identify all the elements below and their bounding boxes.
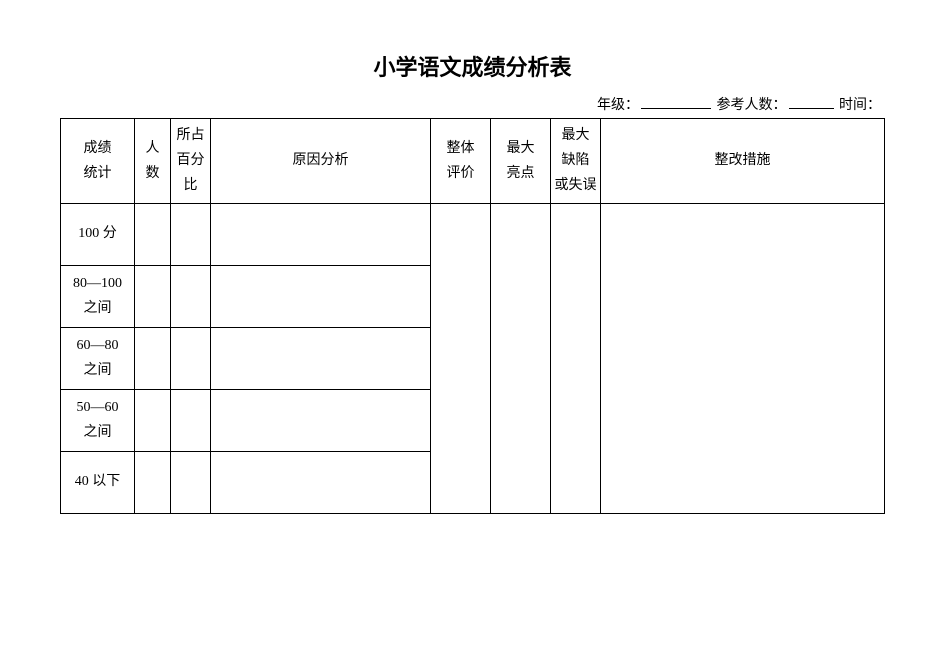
- cell-percent: [171, 327, 211, 389]
- cell-count: [135, 265, 171, 327]
- document-container: 小学语文成绩分析表 年级： 参考人数： 时间： 成绩统计 人数 所占百分比 原因…: [0, 0, 945, 554]
- row-label: 80—100之间: [61, 265, 135, 327]
- cell-reason: [211, 265, 431, 327]
- cell-count: [135, 451, 171, 513]
- table-header-row: 成绩统计 人数 所占百分比 原因分析 整体评价 最大亮点 最大缺陷或失误 整改措…: [61, 119, 885, 204]
- header-action: 整改措施: [601, 119, 885, 204]
- header-reason: 原因分析: [211, 119, 431, 204]
- cell-percent: [171, 265, 211, 327]
- row-label: 40 以下: [61, 451, 135, 513]
- grade-blank: [641, 95, 711, 109]
- cell-percent: [171, 203, 211, 265]
- subheader-row: 年级： 参考人数： 时间：: [60, 94, 885, 114]
- row-label: 60—80之间: [61, 327, 135, 389]
- cell-count: [135, 327, 171, 389]
- table-row: 100 分: [61, 203, 885, 265]
- cell-action: [601, 203, 885, 513]
- header-score-stat: 成绩统计: [61, 119, 135, 204]
- attendees-label: 参考人数：: [717, 98, 787, 113]
- cell-percent: [171, 451, 211, 513]
- grade-label: 年级：: [597, 98, 639, 113]
- cell-overall: [431, 203, 491, 513]
- header-overall: 整体评价: [431, 119, 491, 204]
- cell-percent: [171, 389, 211, 451]
- attendees-blank: [789, 95, 834, 109]
- document-title: 小学语文成绩分析表: [60, 50, 885, 82]
- cell-highlight: [491, 203, 551, 513]
- header-count: 人数: [135, 119, 171, 204]
- cell-count: [135, 203, 171, 265]
- time-label: 时间：: [839, 98, 881, 113]
- row-label: 50—60之间: [61, 389, 135, 451]
- header-percent: 所占百分比: [171, 119, 211, 204]
- cell-count: [135, 389, 171, 451]
- cell-reason: [211, 389, 431, 451]
- score-analysis-table: 成绩统计 人数 所占百分比 原因分析 整体评价 最大亮点 最大缺陷或失误 整改措…: [60, 118, 885, 514]
- cell-reason: [211, 451, 431, 513]
- row-label: 100 分: [61, 203, 135, 265]
- header-defect: 最大缺陷或失误: [551, 119, 601, 204]
- cell-defect: [551, 203, 601, 513]
- cell-reason: [211, 327, 431, 389]
- cell-reason: [211, 203, 431, 265]
- header-highlight: 最大亮点: [491, 119, 551, 204]
